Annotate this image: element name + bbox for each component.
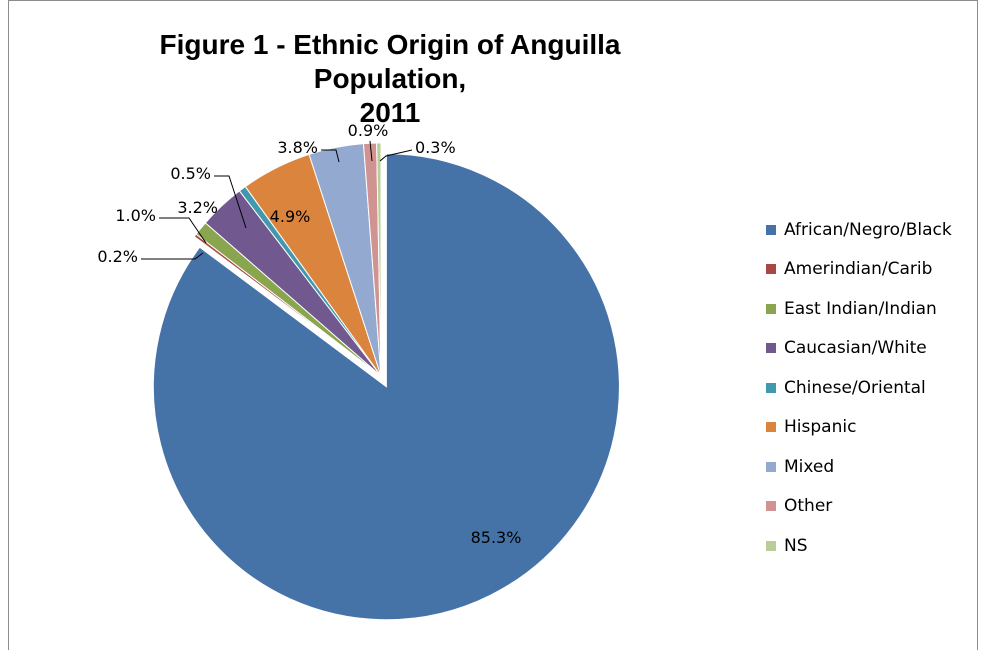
legend-item-other: Other [766, 487, 952, 527]
legend-swatch [766, 422, 776, 433]
legend-swatch [766, 461, 776, 472]
legend-item-amerindian-carib: Amerindian/Carib [766, 250, 952, 290]
legend-swatch [766, 264, 776, 275]
leader-line-east-indian-indian [159, 217, 207, 244]
legend-swatch [766, 343, 776, 354]
legend-item-mixed: Mixed [766, 447, 952, 487]
legend-label: NS [784, 535, 808, 556]
data-label-east-indian-indian: 1.0% [115, 206, 156, 225]
data-label-caucasian-white: 3.2% [177, 198, 218, 217]
legend-item-east-indian-indian: East Indian/Indian [766, 289, 952, 329]
data-label-mixed: 3.8% [277, 138, 318, 157]
data-label-chinese-oriental: 0.5% [170, 164, 211, 183]
leader-line-amerindian-carib [141, 252, 204, 260]
leader-line-other [369, 140, 373, 162]
legend-label: African/Negro/Black [784, 219, 952, 240]
legend-swatch [766, 382, 776, 393]
legend-swatch [766, 303, 776, 314]
legend-label: Chinese/Oriental [784, 377, 926, 398]
legend-item-caucasian-white: Caucasian/White [766, 329, 952, 369]
legend-label: East Indian/Indian [784, 298, 937, 319]
chart-title-line-1: Figure 1 - Ethnic Origin of Anguilla Pop… [159, 29, 621, 94]
data-label-other: 0.9% [348, 121, 389, 140]
chart-title: Figure 1 - Ethnic Origin of Anguilla Pop… [130, 28, 650, 130]
leader-line-chinese-oriental [214, 175, 247, 229]
legend-swatch [766, 224, 776, 235]
legend-item-hispanic: Hispanic [766, 408, 952, 448]
legend-label: Hispanic [784, 417, 857, 438]
pie-slice-african-negro-black [152, 153, 620, 621]
legend-swatch [766, 501, 776, 512]
legend-label: Mixed [784, 456, 835, 477]
legend-item-chinese-oriental: Chinese/Oriental [766, 368, 952, 408]
data-label-amerindian-carib: 0.2% [97, 247, 138, 266]
chart-title-line-2: 2011 [359, 97, 421, 128]
legend-item-african-negro-black: African/Negro/Black [766, 210, 952, 250]
data-label-hispanic: 4.9% [270, 207, 311, 226]
chart-legend: African/Negro/Black Amerindian/Carib East … [766, 210, 952, 566]
legend-label: Amerindian/Carib [784, 259, 933, 280]
legend-label: Other [784, 496, 833, 517]
legend-item-ns: NS [766, 526, 952, 566]
leader-line-ns [379, 149, 413, 162]
legend-swatch [766, 540, 776, 551]
data-label-ns: 0.3% [415, 138, 456, 157]
pie-slice-ns [376, 142, 382, 377]
leader-line-mixed [321, 149, 340, 163]
data-label-african-negro-black: 85.3% [471, 528, 522, 547]
legend-label: Caucasian/White [784, 338, 927, 359]
